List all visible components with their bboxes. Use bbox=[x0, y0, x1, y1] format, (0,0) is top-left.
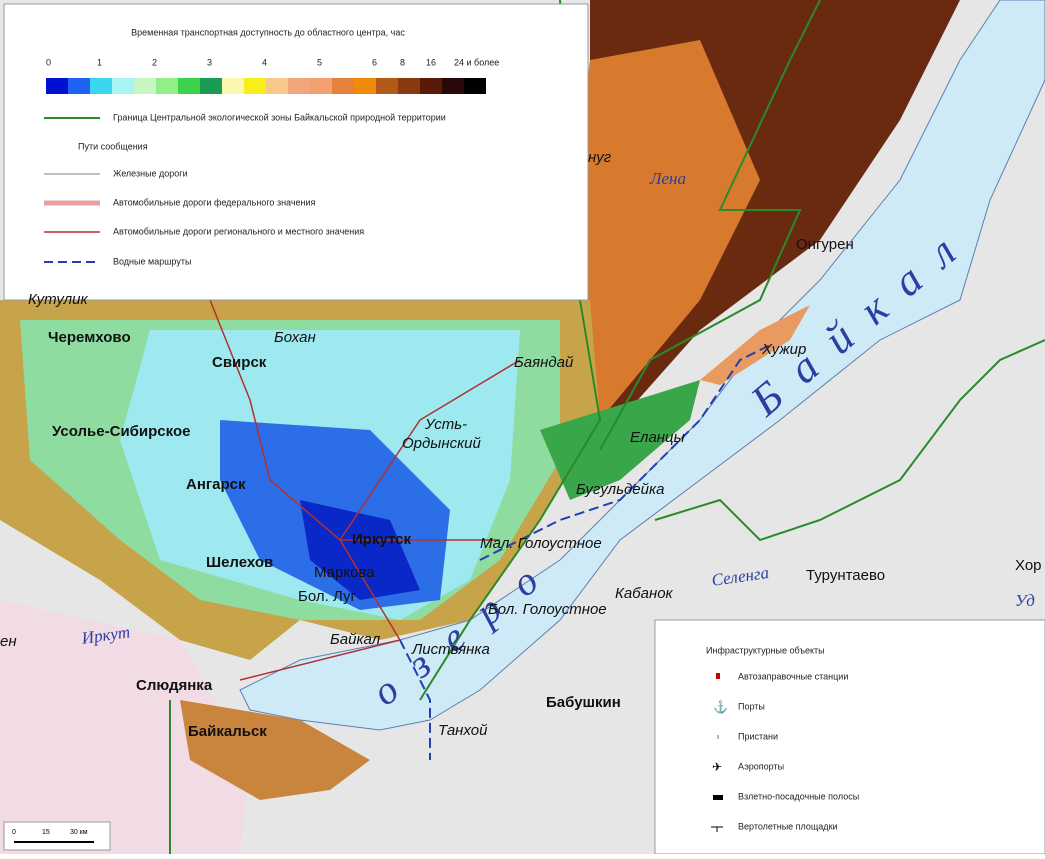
icon-airport: ✈ bbox=[712, 760, 722, 774]
place: Байкал bbox=[330, 631, 381, 648]
infra-item: Пристани bbox=[738, 731, 778, 741]
infra-item: Автозаправочные станции bbox=[738, 671, 848, 681]
legend-item: Автомобильные дороги федерального значен… bbox=[113, 197, 316, 207]
place: Ангарск bbox=[186, 476, 246, 493]
scale-label: 2 bbox=[152, 57, 157, 67]
place: ен bbox=[0, 633, 17, 650]
place: Маркова bbox=[314, 564, 375, 581]
infra-bg bbox=[654, 619, 1045, 855]
scale-label: 8 bbox=[400, 57, 405, 67]
scale-label: 5 bbox=[317, 57, 322, 67]
infra-item: Вертолетные площадки bbox=[738, 821, 838, 831]
place: Кабанок bbox=[615, 585, 674, 602]
place: Бугульдейка bbox=[576, 481, 664, 498]
legend-box: Временная транспортная доступность до об… bbox=[3, 3, 589, 301]
zone-darkblue bbox=[300, 500, 420, 600]
places: Черемхово Свирск Бохан Баяндай Усолье-Си… bbox=[0, 149, 1042, 740]
legend-item: Железные дороги bbox=[113, 168, 188, 178]
infra-item: Аэропорты bbox=[738, 761, 784, 771]
scale-label: 0 bbox=[46, 57, 51, 67]
infra-item: Взлетно-посадочные полосы bbox=[738, 791, 859, 801]
place: Усть- bbox=[424, 416, 467, 433]
place: Свирск bbox=[212, 354, 267, 371]
place: Хужир bbox=[761, 341, 806, 358]
place: Ордынский bbox=[402, 435, 482, 452]
scale-tick: 15 bbox=[42, 829, 50, 836]
infra-title: Инфраструктурные объекты bbox=[706, 645, 825, 655]
place: Иркутск bbox=[352, 531, 411, 548]
place: Бол. Голоустное bbox=[488, 601, 607, 618]
olkhon bbox=[700, 305, 810, 385]
infra-box: Инфраструктурные объекты Автозаправочные… bbox=[654, 619, 1045, 855]
place: Усолье-Сибирское bbox=[52, 423, 190, 440]
color-scale bbox=[46, 78, 486, 94]
place: Кутулик bbox=[28, 291, 88, 308]
scale-tick: 0 bbox=[12, 829, 16, 836]
legend-item: Водные маршруты bbox=[113, 256, 191, 266]
scale-label: 4 bbox=[262, 57, 267, 67]
road bbox=[209, 299, 521, 681]
place: Слюдянка bbox=[136, 677, 213, 694]
place: Турунтаево bbox=[806, 567, 885, 584]
river: Лена bbox=[649, 169, 686, 188]
icon-port: ⚓ bbox=[713, 700, 728, 714]
legend-bg bbox=[3, 3, 589, 301]
place: Бол. Луг bbox=[298, 588, 356, 605]
scale-label: 6 bbox=[372, 57, 377, 67]
place: Еланцы bbox=[630, 429, 685, 446]
scale-tick: 30 км bbox=[70, 829, 88, 836]
land-region bbox=[0, 600, 250, 854]
scale-label: 16 bbox=[426, 57, 436, 67]
place: Хор bbox=[1015, 557, 1042, 574]
place: Байкальск bbox=[188, 723, 267, 740]
water-route bbox=[399, 344, 771, 760]
place: Баяндай bbox=[514, 354, 574, 371]
scale-label: 24 и более bbox=[454, 57, 499, 67]
place: Бабушкин bbox=[546, 694, 621, 711]
zone-elantsy bbox=[540, 380, 700, 500]
infra-item: Порты bbox=[738, 701, 765, 711]
place: Черемхово bbox=[48, 329, 131, 346]
legend-item: Граница Центральной экологической зоны Б… bbox=[113, 112, 446, 122]
zone-orange bbox=[560, 40, 760, 420]
place: Мал. Голоустное bbox=[480, 535, 602, 552]
scale-bar: 0 15 30 км bbox=[3, 821, 111, 851]
place: Бохан bbox=[274, 329, 316, 346]
scale-label: 3 bbox=[207, 57, 212, 67]
place: нуг bbox=[588, 149, 612, 166]
legend-heading: Пути сообщения bbox=[78, 141, 148, 151]
scale-label: 1 bbox=[97, 57, 102, 67]
zone-border bbox=[169, 0, 1045, 854]
river: Уд bbox=[1015, 591, 1035, 610]
place: Листвянка bbox=[411, 641, 490, 658]
place: Шелехов bbox=[206, 554, 273, 571]
place: Танхой bbox=[438, 722, 488, 739]
legend-title: Временная транспортная доступность до об… bbox=[131, 27, 405, 37]
lake-baikal bbox=[239, 0, 1045, 731]
legend-item: Автомобильные дороги регионального и мес… bbox=[113, 226, 364, 236]
zone-south bbox=[180, 700, 370, 800]
place: Онгурен bbox=[796, 236, 854, 253]
